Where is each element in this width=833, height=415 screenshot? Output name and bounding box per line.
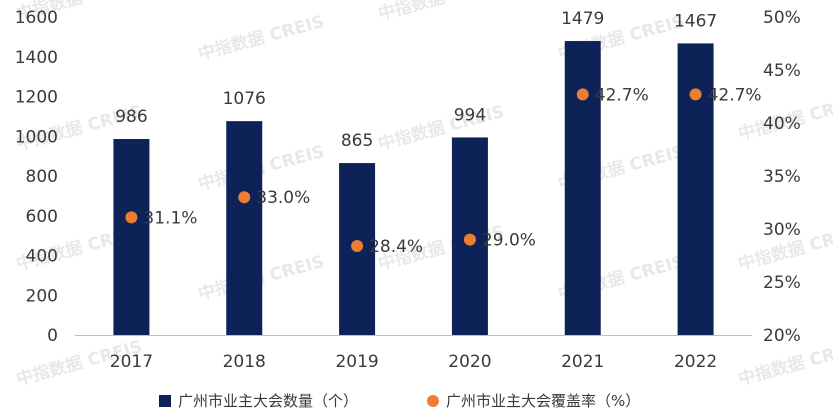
y-left-tick-label: 200 [26, 286, 58, 306]
rate-value-label: 42.7% [595, 85, 649, 105]
rate-value-label: 28.4% [369, 237, 423, 257]
watermark-text: 中指数据 CREIS [196, 11, 327, 65]
y-right-tick-label: 25% [763, 273, 801, 293]
bar-value-label: 986 [115, 107, 147, 127]
bar-labels: 986 1076 865 994 1479 1467 [115, 9, 717, 151]
rate-value-label: 31.1% [143, 208, 197, 228]
left-axis: 0 200 400 600 800 1000 1200 1400 1600 [15, 8, 58, 346]
watermark-text: 中指数据 CREIS [376, 0, 507, 25]
rate-point [351, 239, 364, 252]
x-tick-label: 2022 [674, 352, 717, 372]
bar-value-label: 1479 [561, 9, 604, 29]
x-tick-label: 2017 [110, 352, 153, 372]
y-left-tick-label: 1200 [15, 88, 58, 108]
legend: 广州市业主大会数量（个） 广州市业主大会覆盖率（%） [159, 392, 640, 410]
bar-value-label: 1076 [223, 89, 266, 109]
y-right-tick-label: 45% [763, 61, 801, 81]
y-left-tick-label: 1400 [15, 48, 58, 68]
x-tick-label: 2019 [335, 352, 378, 372]
legend-label-count: 广州市业主大会数量（个） [178, 392, 358, 410]
bar-value-label: 865 [341, 131, 373, 151]
rate-value-label: 29.0% [482, 231, 536, 251]
bar [113, 139, 150, 335]
rate-value-label: 33.0% [256, 188, 310, 208]
rate-point [238, 191, 251, 204]
legend-swatch-dot [427, 395, 439, 407]
rate-value-label: 42.7% [708, 85, 762, 105]
y-right-tick-label: 20% [763, 326, 801, 346]
rate-point [125, 211, 138, 224]
x-tick-label: 2018 [223, 352, 266, 372]
bars [113, 41, 714, 336]
legend-label-rate: 广州市业主大会覆盖率（%） [446, 392, 640, 410]
y-left-tick-label: 1000 [15, 127, 58, 147]
bar-value-label: 994 [454, 105, 486, 125]
rate-points [125, 88, 702, 252]
rate-point [576, 88, 589, 101]
rate-point [689, 88, 702, 101]
y-right-tick-label: 50% [763, 8, 801, 28]
y-left-tick-label: 0 [47, 326, 58, 346]
y-left-tick-label: 600 [26, 207, 58, 227]
rate-point [463, 233, 476, 246]
right-axis: 20% 25% 30% 35% 40% 45% 50% [763, 8, 801, 346]
y-left-tick-label: 1600 [15, 8, 58, 28]
bar [226, 121, 263, 336]
y-left-tick-label: 400 [26, 247, 58, 267]
rate-labels: 31.1% 33.0% 28.4% 29.0% 42.7% 42.7% [143, 85, 761, 257]
y-right-tick-label: 40% [763, 114, 801, 134]
y-right-tick-label: 30% [763, 220, 801, 240]
x-tick-label: 2021 [561, 352, 604, 372]
legend-swatch-bar [159, 395, 171, 407]
x-axis: 2017 2018 2019 2020 2021 2022 [110, 352, 717, 372]
bar-value-label: 1467 [674, 11, 717, 31]
y-right-tick-label: 35% [763, 167, 801, 187]
y-left-tick-label: 800 [26, 167, 58, 187]
x-tick-label: 2020 [448, 352, 491, 372]
